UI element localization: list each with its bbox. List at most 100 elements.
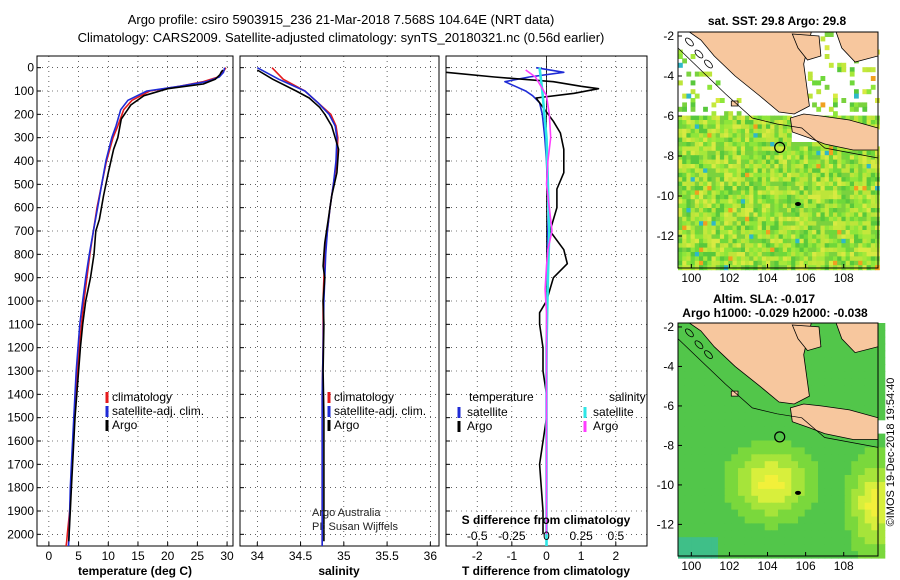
- sla-map-cell: [878, 371, 886, 379]
- sst-map-cell: [694, 124, 700, 130]
- sst-map-cell: [870, 252, 876, 257]
- sst-map-cell: [820, 190, 826, 196]
- sla-map-cell: [684, 475, 692, 483]
- sst-map-cell: [728, 247, 734, 253]
- sla-map-cell: [724, 523, 732, 531]
- sla-map-cell: [824, 323, 832, 331]
- sla-map-cell: [698, 544, 706, 552]
- sst-map-cell: [820, 164, 826, 169]
- sst-map-cell: [833, 186, 838, 191]
- sst-map-cell: [707, 142, 713, 147]
- sst-map-cell: [854, 238, 859, 244]
- sst-map-cell: [803, 247, 809, 253]
- sla-map-cell: [831, 482, 839, 490]
- sst-map-cell: [736, 252, 742, 257]
- depth-tick-label: 1600: [7, 434, 34, 448]
- sla-map-cell: [818, 392, 826, 400]
- sst-map-cell: [678, 146, 683, 152]
- sst-map-cell: [715, 137, 721, 143]
- sla-map-cell: [691, 405, 699, 414]
- sla-map-cell: [878, 405, 886, 414]
- sst-map-cell: [837, 164, 842, 169]
- sla-map-island: [694, 340, 704, 350]
- sst-map-cell: [841, 172, 847, 178]
- sst-map-cell: [724, 212, 729, 218]
- sst-map-cell: [787, 168, 792, 174]
- sla-map-cell: [878, 385, 886, 393]
- sla-map-cell: [731, 551, 739, 559]
- sla-map-cell: [851, 447, 859, 455]
- sla-map-cell: [818, 343, 826, 352]
- sst-map-cell: [774, 115, 780, 121]
- sla-map-cell: [684, 537, 692, 545]
- sla-map-cell: [764, 426, 772, 435]
- sst-map-cell: [774, 181, 780, 187]
- sst-map-cell: [803, 190, 809, 196]
- sst-map-cell: [766, 243, 771, 249]
- sla-map-cell: [831, 461, 839, 469]
- sla-map-tick-label-y: -8: [663, 438, 674, 452]
- sla-map-cell: [678, 433, 686, 442]
- sst-map-cell: [711, 146, 717, 152]
- depth-tick-label: 1900: [7, 504, 34, 518]
- difference-xlabel-t: T difference from climatology: [462, 564, 630, 578]
- sla-map-cell: [844, 509, 852, 518]
- sst-map-cell: [724, 234, 729, 240]
- sst-map-cell: [866, 203, 872, 209]
- sst-map-cell: [707, 159, 713, 165]
- sst-map-cell: [690, 225, 696, 231]
- sla-map-cell: [858, 399, 866, 407]
- sst-map-cell: [694, 247, 700, 253]
- depth-tick-label: 800: [14, 247, 34, 261]
- sla-map-cell: [684, 399, 692, 407]
- sla-map-cell: [758, 461, 766, 469]
- sst-map-cell: [858, 120, 863, 125]
- sla-map-cell: [878, 323, 886, 331]
- sst-map-cell: [724, 216, 729, 222]
- sla-map-cell: [878, 461, 886, 469]
- sla-map-cell: [698, 378, 706, 386]
- sst-map-cell: [728, 133, 734, 139]
- sla-map-cell: [798, 523, 806, 531]
- sst-map-cell: [828, 221, 834, 227]
- sst-map-cell: [703, 194, 708, 200]
- sst-map-cell: [787, 216, 792, 222]
- sst-map-cell: [703, 124, 708, 130]
- depth-tick-label: 1300: [7, 364, 34, 378]
- sla-map-cell: [698, 551, 706, 559]
- sst-map-cell: [866, 216, 872, 222]
- sla-map-cell: [804, 502, 812, 511]
- sst-map-cell: [816, 256, 822, 262]
- sst-map-cell: [787, 238, 792, 244]
- sla-map-cell: [711, 385, 719, 393]
- sst-map-cell: [803, 172, 809, 178]
- sst-map-cell: [753, 238, 759, 244]
- sst-map-cell: [766, 186, 771, 191]
- sst-map-cell: [715, 168, 721, 174]
- sst-map-cell: [799, 230, 805, 235]
- sst-map-cell: [678, 194, 683, 200]
- sst-map-cell: [728, 159, 734, 165]
- sst-map-cell: [820, 142, 826, 147]
- sst-map-cell: [740, 199, 746, 205]
- sst-map-cell: [724, 256, 729, 262]
- sla-map-cell: [718, 426, 726, 435]
- sla-map-cell: [704, 371, 712, 379]
- sst-map-cell: [824, 243, 830, 249]
- sla-map-cell: [758, 516, 766, 524]
- sst-map-cell: [778, 260, 784, 266]
- sst-map-cell: [778, 190, 784, 196]
- sst-map-cell: [699, 199, 704, 205]
- sst-map-cell: [787, 172, 792, 178]
- sst-map-cell: [870, 194, 876, 200]
- sst-map-cell: [690, 190, 696, 196]
- sla-map-cell: [831, 357, 839, 366]
- sst-map-cell: [736, 186, 742, 191]
- sla-map-cell: [818, 468, 826, 476]
- sst-map-cell: [858, 150, 863, 156]
- sla-map-cell: [684, 447, 692, 455]
- sst-map-cell: [837, 208, 842, 213]
- sla-map-cell: [691, 378, 699, 386]
- sst-map-cell: [858, 186, 863, 191]
- sst-map-cell: [703, 256, 708, 262]
